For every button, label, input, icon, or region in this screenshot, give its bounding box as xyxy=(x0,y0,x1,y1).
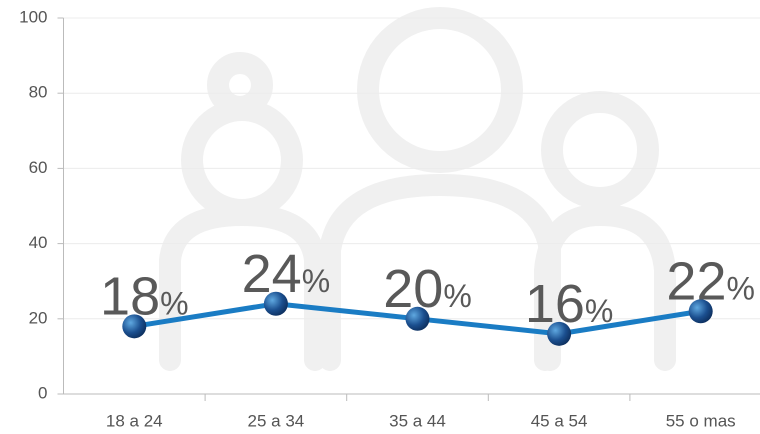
marker xyxy=(122,314,147,339)
value-label: 24% xyxy=(242,244,331,304)
x-tick-label: 35 a 44 xyxy=(389,411,446,430)
marker xyxy=(263,291,288,316)
x-tick-label: 18 a 24 xyxy=(106,411,163,430)
x-tick-label: 25 a 34 xyxy=(248,411,305,430)
y-tick-label: 0 xyxy=(38,383,47,402)
marker xyxy=(405,306,430,331)
y-tick-label: 20 xyxy=(29,308,48,327)
value-label: 18% xyxy=(100,266,189,326)
y-tick-label: 60 xyxy=(29,158,48,177)
value-label: 16% xyxy=(525,274,614,334)
y-tick-label: 100 xyxy=(19,7,47,26)
y-tick-label: 80 xyxy=(29,83,48,102)
x-tick-label: 45 a 54 xyxy=(531,411,588,430)
value-label: 20% xyxy=(383,259,472,319)
marker xyxy=(547,321,572,346)
value-label: 22% xyxy=(666,251,755,311)
y-tick-label: 40 xyxy=(29,233,48,252)
x-tick-label: 55 o mas xyxy=(666,411,736,430)
marker xyxy=(688,299,713,324)
